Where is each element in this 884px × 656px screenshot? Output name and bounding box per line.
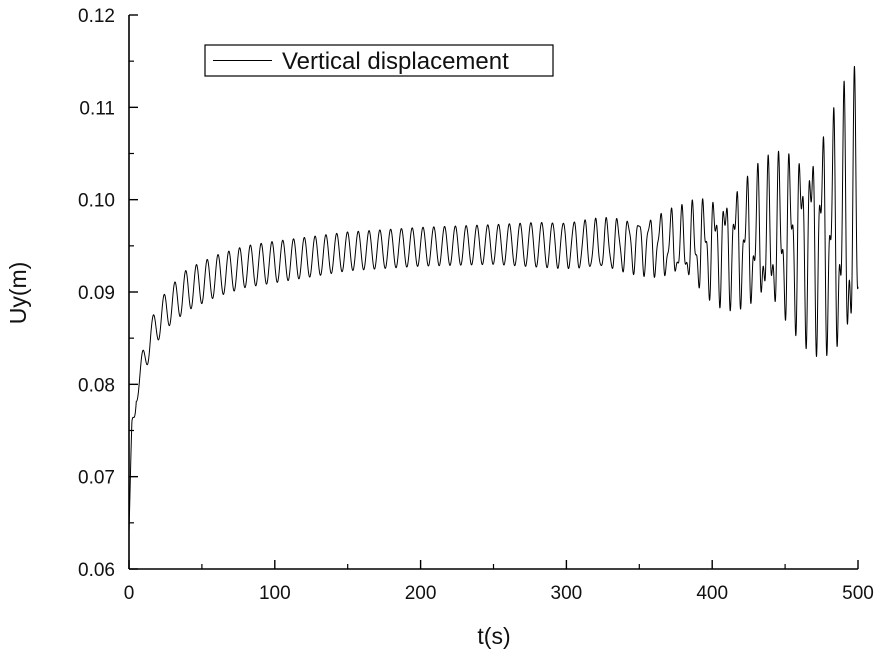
legend: Vertical displacement [204,44,554,77]
y-tick-label: 0.12 [78,6,115,27]
x-tick-label: 200 [405,583,437,604]
y-tick-label: 0.06 [78,560,115,581]
plot-area [128,65,859,533]
x-tick-label: 100 [259,583,291,604]
x-tick-label: 300 [551,583,583,604]
x-tick-label: 500 [842,583,874,604]
y-tick-label: 0.09 [78,283,115,304]
x-axis-title: t(s) [477,623,510,649]
y-axis-title: Uy(m) [5,262,31,325]
y-tick-label: 0.10 [78,191,115,212]
x-tick-label: 400 [696,583,728,604]
y-tick-label: 0.11 [79,98,115,119]
legend-label: Vertical displacement [282,48,509,75]
x-tick-label: 0 [124,583,135,604]
y-ticks: 0.06 0.07 0.08 0.09 0.10 0.11 0.12 [78,6,138,581]
axes: 0 100 200 300 400 500 0.06 0.07 0.08 0.09 0.10 0.1… [78,6,874,604]
y-tick-label: 0.07 [78,468,115,489]
x-ticks: 0 100 200 300 400 500 [124,560,874,604]
y-tick-label: 0.08 [78,375,115,396]
data-line-vertical-displacement [128,65,859,533]
